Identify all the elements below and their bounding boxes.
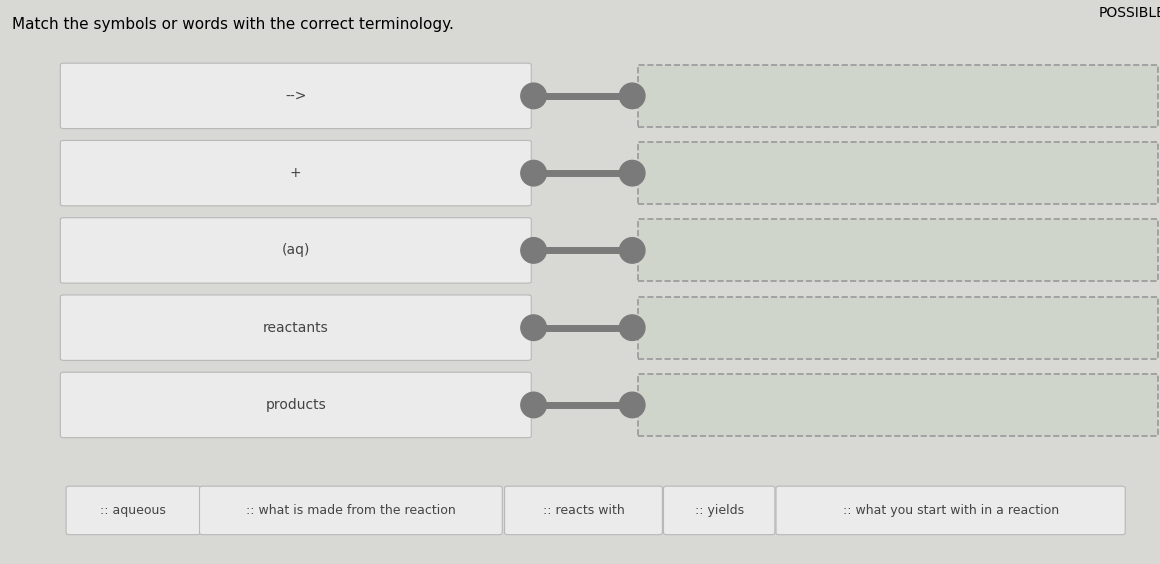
- Ellipse shape: [619, 83, 645, 109]
- Ellipse shape: [521, 237, 546, 263]
- Text: :: what you start with in a reaction: :: what you start with in a reaction: [842, 504, 1059, 517]
- FancyBboxPatch shape: [60, 295, 531, 360]
- FancyBboxPatch shape: [505, 486, 662, 535]
- FancyBboxPatch shape: [638, 142, 1158, 204]
- FancyBboxPatch shape: [60, 140, 531, 206]
- Ellipse shape: [521, 160, 546, 186]
- FancyBboxPatch shape: [638, 65, 1158, 127]
- Text: :: aqueous: :: aqueous: [101, 504, 166, 517]
- Ellipse shape: [619, 237, 645, 263]
- Text: :: what is made from the reaction: :: what is made from the reaction: [246, 504, 456, 517]
- Text: :: yields: :: yields: [695, 504, 744, 517]
- Text: reactants: reactants: [263, 321, 328, 334]
- FancyBboxPatch shape: [638, 297, 1158, 359]
- Text: products: products: [266, 398, 326, 412]
- Ellipse shape: [521, 392, 546, 418]
- FancyBboxPatch shape: [66, 486, 201, 535]
- FancyBboxPatch shape: [60, 218, 531, 283]
- Text: POSSIBLE: POSSIBLE: [1099, 6, 1160, 20]
- FancyBboxPatch shape: [638, 219, 1158, 281]
- Text: (aq): (aq): [282, 244, 310, 257]
- FancyBboxPatch shape: [60, 372, 531, 438]
- FancyBboxPatch shape: [200, 486, 502, 535]
- FancyBboxPatch shape: [60, 63, 531, 129]
- Ellipse shape: [521, 83, 546, 109]
- Ellipse shape: [619, 160, 645, 186]
- Text: Match the symbols or words with the correct terminology.: Match the symbols or words with the corr…: [12, 17, 454, 32]
- Ellipse shape: [619, 315, 645, 341]
- FancyBboxPatch shape: [664, 486, 775, 535]
- Text: :: reacts with: :: reacts with: [543, 504, 624, 517]
- Text: -->: -->: [285, 89, 306, 103]
- FancyBboxPatch shape: [638, 374, 1158, 436]
- Text: +: +: [290, 166, 302, 180]
- FancyBboxPatch shape: [776, 486, 1125, 535]
- Ellipse shape: [521, 315, 546, 341]
- Ellipse shape: [619, 392, 645, 418]
